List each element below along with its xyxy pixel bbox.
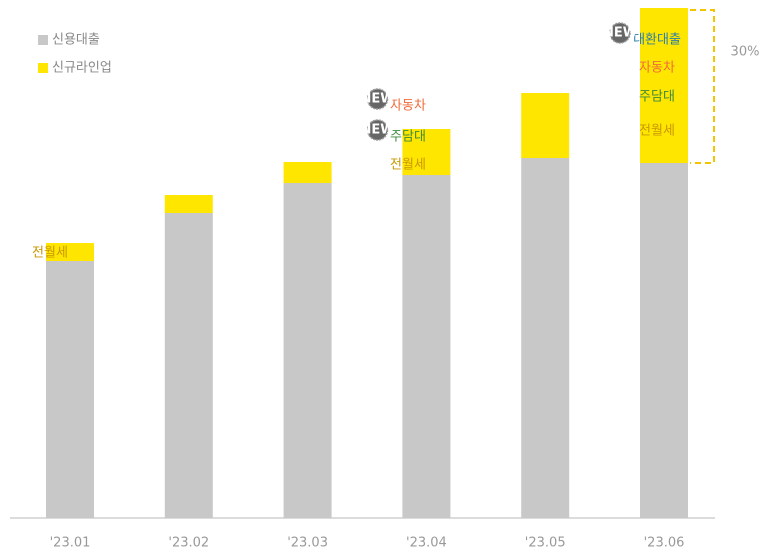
bar-segment xyxy=(283,183,332,518)
legend-label: 신용대출 xyxy=(52,33,100,48)
bar-segment xyxy=(402,129,451,175)
bar-segment xyxy=(164,195,213,213)
new-badge-text: NEW xyxy=(360,92,394,107)
bar-segment xyxy=(164,213,213,518)
x-tick-label: '23.03 xyxy=(287,536,328,551)
annotation: 자동차 xyxy=(390,99,426,114)
annotation: 주담대 xyxy=(390,130,426,145)
x-tick-label: '23.05 xyxy=(525,536,566,551)
bar-segment xyxy=(283,162,332,183)
annotation: 주담대 xyxy=(639,90,675,105)
bar-segment xyxy=(402,175,451,518)
bar-segment xyxy=(640,163,688,518)
legend-label: 신규라인업 xyxy=(52,61,112,76)
x-tick-label: '23.06 xyxy=(644,536,685,551)
x-tick-label: '23.01 xyxy=(50,536,91,551)
x-tick-label: '23.04 xyxy=(406,536,447,551)
annotation: 전월세 xyxy=(639,124,675,139)
bar-segment xyxy=(640,8,688,163)
new-badge xyxy=(366,119,389,141)
annotation: 전월세 xyxy=(32,246,68,261)
legend-swatch xyxy=(38,63,48,73)
annotation: 대환대출 xyxy=(633,33,681,48)
annotation: 전월세 xyxy=(390,158,426,173)
new-badge-text: NEW xyxy=(603,26,637,41)
bar-segment xyxy=(46,243,94,261)
bar-segment xyxy=(46,261,94,518)
legend-swatch xyxy=(38,35,48,45)
bracket xyxy=(690,9,715,164)
bar-segment xyxy=(521,93,570,158)
bar-segment xyxy=(521,158,570,518)
new-badge xyxy=(366,88,389,110)
x-tick-label: '23.02 xyxy=(168,536,209,551)
annotation: 자동차 xyxy=(639,61,675,76)
bracket-label: 30% xyxy=(731,45,760,60)
new-badge-text: NEW xyxy=(360,123,394,138)
new-badge xyxy=(609,22,631,44)
